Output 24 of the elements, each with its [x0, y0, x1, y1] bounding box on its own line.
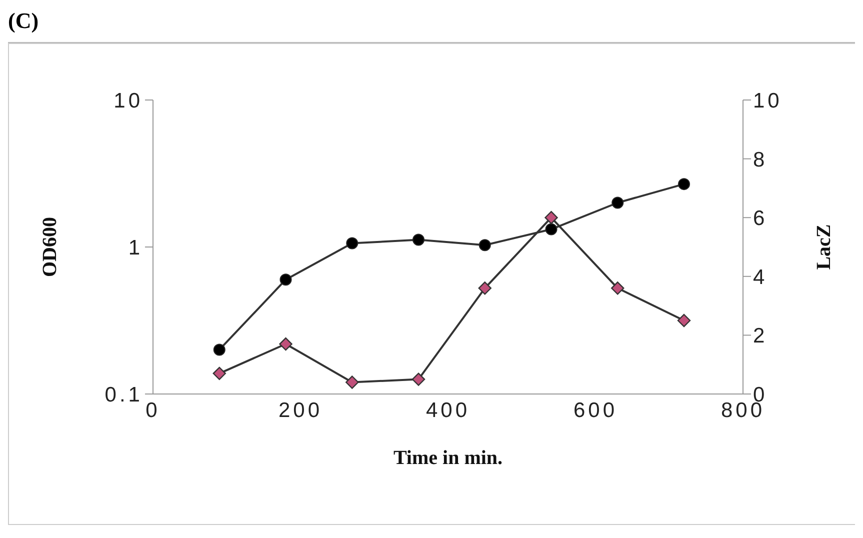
- y2-tick-label: 10: [753, 89, 782, 112]
- point: [412, 234, 424, 246]
- x-tick-label: 600: [573, 398, 618, 422]
- point: [346, 237, 358, 250]
- y2-tick-label: 4: [753, 266, 768, 289]
- x-tick-label: 400: [426, 398, 470, 422]
- y2-tick-label: 8: [753, 148, 768, 172]
- point: [545, 223, 558, 236]
- x-tick-label: 0: [146, 398, 160, 422]
- y-axis-title: OD600: [39, 217, 62, 277]
- point: [612, 196, 624, 209]
- y-tick-label: 10: [114, 89, 143, 112]
- x-tick-label: 200: [278, 398, 323, 422]
- point: [280, 274, 292, 286]
- point: [678, 178, 690, 190]
- chart-title: (C): [8, 8, 855, 43]
- y-tick-label: 1: [128, 236, 143, 260]
- y-tick-label: 0.1: [104, 383, 143, 406]
- x-axis-title: Time in min.: [393, 447, 503, 469]
- y2-axis-title: LacZ: [813, 224, 836, 270]
- point: [213, 344, 226, 356]
- y2-tick-label: 6: [753, 207, 768, 230]
- point: [478, 239, 491, 252]
- y2-tick-label: 2: [753, 324, 768, 348]
